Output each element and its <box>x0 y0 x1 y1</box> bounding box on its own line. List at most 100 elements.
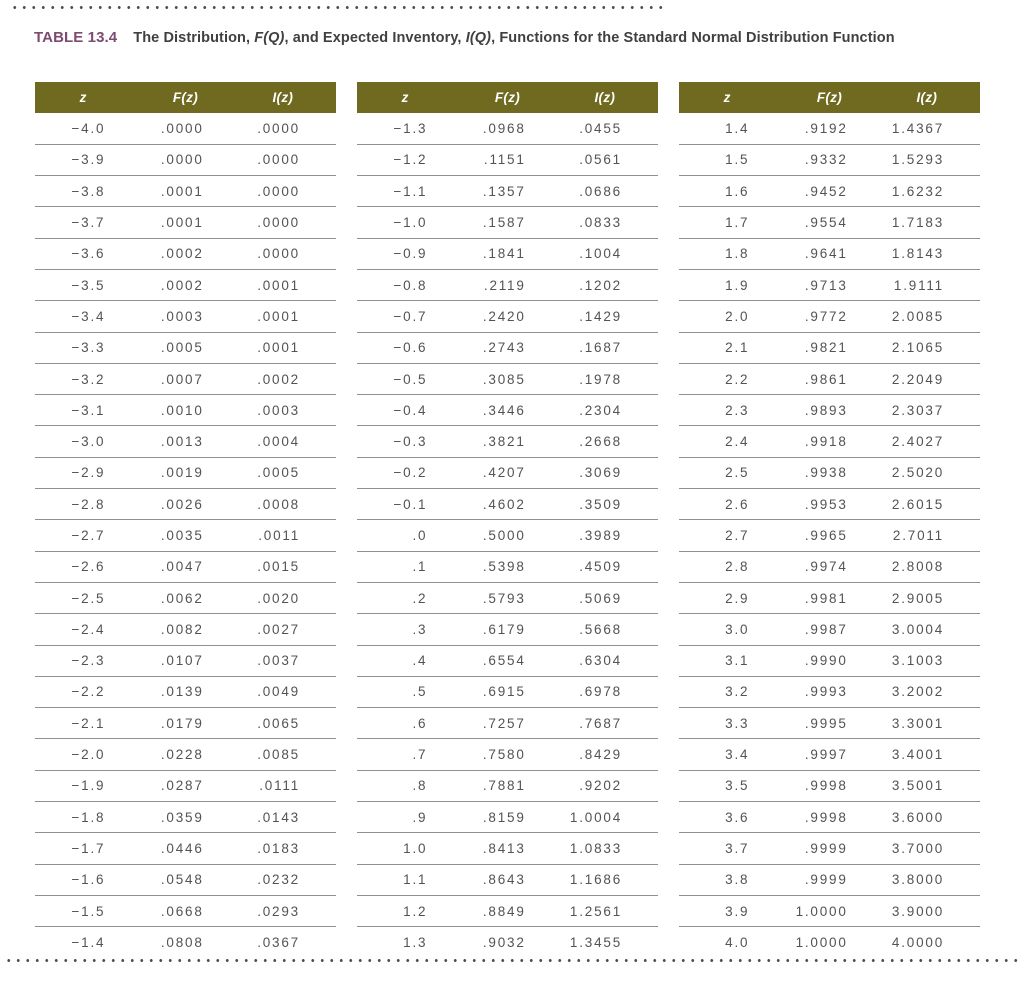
table-caption-part2: , and Expected Inventory, <box>284 30 466 46</box>
table-cell: 3.8 <box>679 864 776 896</box>
table-row: 2.6.9953 2.6015 <box>679 488 980 521</box>
table-cell: .1 <box>357 551 454 583</box>
table-row: 3.0.9987 3.0004 <box>679 613 980 646</box>
table-cell: 2.6 <box>679 488 776 521</box>
table-cell: .0183 <box>239 832 336 865</box>
table-cell: .3085 <box>453 363 562 396</box>
table-cell: 3.6000 <box>883 801 980 834</box>
table-row: 3.7.9999 3.7000 <box>679 832 980 865</box>
table-row: 3.4.9997 3.4001 <box>679 738 980 771</box>
table-cell: .9641 <box>775 238 884 270</box>
table-cell: .0000 <box>239 175 336 208</box>
table-row: .1.5398.4509 <box>357 551 658 583</box>
table-cell: .9032 <box>482 935 526 951</box>
table-cell: .0000 <box>239 144 336 177</box>
table-cell: .6915 <box>453 676 562 709</box>
table-cell: 3.8000 <box>883 864 980 896</box>
table-cell: 2.8 <box>679 551 776 583</box>
table-cell: .6978 <box>561 676 658 709</box>
table-body: −1.3.0968.0455 −1.2.1151.0561 −1.1.1357.06… <box>357 113 658 958</box>
table-cell: 1.9111 <box>883 269 980 302</box>
table-row: 3.9 1.0000 3.9000 <box>679 895 980 928</box>
table-row: .2.5793.5069 <box>357 582 658 615</box>
table-row: 3.5.9998 3.5001 <box>679 770 980 803</box>
table-row: −4.0.0000.0000 <box>35 113 336 145</box>
table-cell: .0003 <box>131 300 240 333</box>
normal-table-middle: z F(z) I(z) −1.3.0968.0455 −1.2.1151.0561… <box>357 82 658 958</box>
table-cell: −0.2 <box>357 457 454 490</box>
table-cell: .0035 <box>131 519 240 552</box>
table-cell: .9990 <box>775 645 884 677</box>
table-header: z F(z) I(z) <box>35 82 336 113</box>
table-row: 1.2.8849 1.2561 <box>357 895 658 928</box>
table-cell: .9987 <box>775 613 884 646</box>
table-cell: .0027 <box>239 613 336 646</box>
table-cell: −3.9 <box>35 144 132 177</box>
column-header-z: z <box>357 82 454 113</box>
table-cell: 2.0085 <box>883 300 980 333</box>
table-row: −3.6.0002.0000 <box>35 238 336 270</box>
table-cell: .5000 <box>453 519 562 552</box>
table-cell: −3.1 <box>35 394 132 427</box>
table-cell: .6554 <box>453 645 562 677</box>
table-row: −3.3.0005.0001 <box>35 332 336 364</box>
table-cell: 4.0000 <box>891 935 944 951</box>
table-caption-iq: I(Q) <box>465 30 492 46</box>
table-cell: .7687 <box>561 707 658 740</box>
table-cell: −1.1 <box>357 175 454 208</box>
table-cell: 2.2 <box>679 363 776 396</box>
table-cell: .0037 <box>239 645 336 677</box>
table-cell: .0047 <box>131 551 240 583</box>
table-cell: .8159 <box>453 801 562 834</box>
table-cell: .0003 <box>239 394 336 427</box>
dotted-rule-bottom <box>4 958 1020 963</box>
table-cell: .9938 <box>775 457 884 490</box>
table-cell: .9965 <box>775 519 884 552</box>
table-cell: .0004 <box>239 425 336 458</box>
table-cell: .0008 <box>239 488 336 521</box>
table-cell: .8643 <box>453 864 562 896</box>
normal-table-right: z F(z) I(z) 1.4.9192 1.4367 1.5.9332 1.5293… <box>679 82 980 958</box>
tables-row: z F(z) I(z) −4.0.0000.0000 −3.9 .0000.0000… <box>35 82 980 958</box>
table-cell: 2.5 <box>679 457 776 490</box>
table-row: −0.3.3821.2668 <box>357 425 658 458</box>
table-cell: .7 <box>357 738 454 771</box>
table-row: −1.2.1151.0561 <box>357 144 658 177</box>
table-cell: .1202 <box>561 269 658 302</box>
table-cell: −2.0 <box>35 738 132 771</box>
table-cell: .8 <box>357 770 454 803</box>
table-row: .9.8159 1.0004 <box>357 801 658 834</box>
table-cell: −2.7 <box>35 519 132 552</box>
table-row: 3.2.9993 3.2002 <box>679 676 980 709</box>
table-cell: 1.0000 <box>775 895 884 928</box>
table-row: −2.9.0019.0005 <box>35 457 336 490</box>
table-cell: 1.3455 <box>569 935 622 951</box>
table-cell: .9998 <box>775 770 884 803</box>
table-cell: 3.7000 <box>883 832 980 865</box>
table-row: −1.3.0968.0455 <box>357 113 658 145</box>
table-cell: 2.1065 <box>883 332 980 364</box>
table-cell: .0287 <box>131 770 240 803</box>
table-cell: .9554 <box>775 206 884 239</box>
table-cell: .9192 <box>775 113 884 145</box>
table-cell: .9999 <box>775 864 884 896</box>
table-cell: .0686 <box>561 175 658 208</box>
table-cell: .8849 <box>453 895 562 928</box>
table-cell: .9893 <box>775 394 884 427</box>
table-cell: 3.4 <box>679 738 776 771</box>
table-cell: −2.2 <box>35 676 132 709</box>
table-cell: 1.5293 <box>883 144 980 177</box>
table-cell: .0002 <box>239 363 336 396</box>
table-row: 2.8.9974 2.8008 <box>679 551 980 583</box>
table-cell: −3.5 <box>35 269 132 302</box>
table-cell: −0.3 <box>357 425 454 458</box>
table-cell: 1.8143 <box>883 238 980 270</box>
table-row: −0.6.2743.1687 <box>357 332 658 364</box>
table-cell: .8413 <box>453 832 562 865</box>
table-cell: −0.6 <box>357 332 454 364</box>
table-cell: −3.4 <box>35 300 132 333</box>
table-cell: .0065 <box>239 707 336 740</box>
table-cell: 3.3 <box>679 707 776 740</box>
table-cell: 3.2002 <box>883 676 980 709</box>
table-row: −2.4.0082.0027 <box>35 613 336 646</box>
